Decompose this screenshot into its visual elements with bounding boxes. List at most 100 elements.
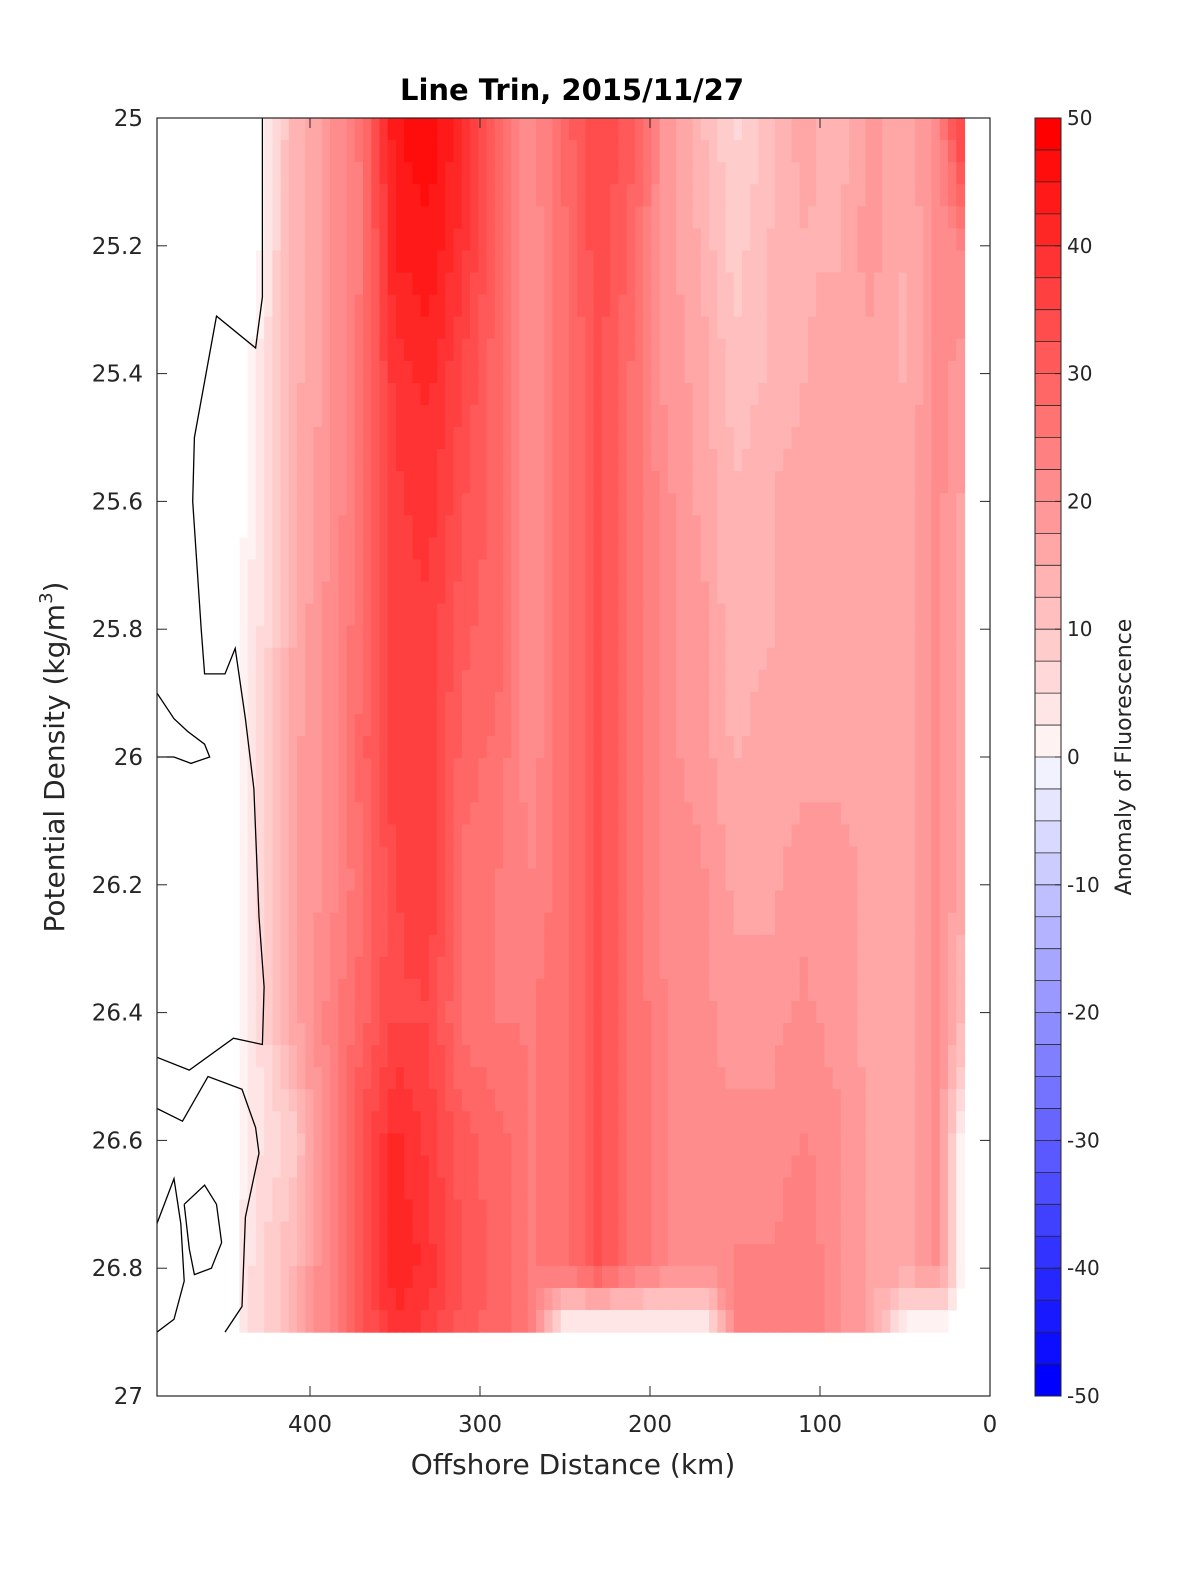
heatmap-cell xyxy=(264,647,273,671)
heatmap-cell xyxy=(503,846,512,870)
heatmap-cell xyxy=(568,1089,578,1112)
heatmap-cell xyxy=(428,978,438,1002)
heatmap-cell xyxy=(923,537,933,561)
heatmap-cell xyxy=(717,625,727,649)
heatmap-cell xyxy=(445,184,455,207)
heatmap-cell xyxy=(667,316,677,340)
heatmap-cell xyxy=(404,846,414,870)
heatmap-cell xyxy=(445,934,455,958)
heatmap-cell xyxy=(494,493,504,516)
heatmap-cell xyxy=(297,1067,306,1090)
heatmap-cell xyxy=(758,515,768,539)
heatmap-cell xyxy=(750,471,760,494)
heatmap-cell xyxy=(931,206,941,229)
heatmap-cell xyxy=(486,1111,496,1135)
heatmap-cell xyxy=(948,603,957,627)
heatmap-cell xyxy=(321,1067,331,1090)
heatmap-cell xyxy=(931,250,941,274)
heatmap-cell xyxy=(503,1287,512,1311)
heatmap-cell xyxy=(618,1199,628,1223)
heatmap-cell xyxy=(939,1177,949,1201)
heatmap-cell xyxy=(552,956,562,980)
heatmap-cell xyxy=(915,1177,924,1201)
heatmap-cell xyxy=(461,294,471,318)
heatmap-cell xyxy=(692,1155,702,1179)
heatmap-cell xyxy=(552,272,562,296)
heatmap-cell xyxy=(288,868,298,892)
heatmap-cell xyxy=(840,868,850,892)
heatmap-cell xyxy=(371,559,381,583)
heatmap-cell xyxy=(832,1221,842,1245)
heatmap-cell xyxy=(857,250,867,274)
colorbar-band xyxy=(1035,309,1061,343)
heatmap-cell xyxy=(750,1045,760,1068)
heatmap-cell xyxy=(667,272,677,296)
heatmap-cell xyxy=(898,1199,908,1223)
heatmap-cell xyxy=(272,868,282,892)
heatmap-cell xyxy=(585,758,595,781)
heatmap-cell xyxy=(948,802,957,825)
heatmap-cell xyxy=(956,1023,966,1046)
heatmap-cell xyxy=(849,912,858,936)
heatmap-cell xyxy=(346,1000,356,1024)
heatmap-cell xyxy=(404,515,414,539)
heatmap-cell xyxy=(791,736,801,759)
heatmap-cell xyxy=(676,1265,685,1289)
heatmap-cell xyxy=(568,1221,578,1245)
heatmap-cell xyxy=(272,118,282,141)
heatmap-cell xyxy=(568,1199,578,1223)
heatmap-cell xyxy=(264,1199,273,1223)
heatmap-cell xyxy=(379,382,389,406)
heatmap-cell xyxy=(948,934,957,958)
heatmap-cell xyxy=(948,912,957,936)
heatmap-cell xyxy=(371,427,381,450)
heatmap-cell xyxy=(873,956,883,980)
heatmap-cell xyxy=(247,537,257,561)
heatmap-cell xyxy=(676,272,685,296)
heatmap-cell xyxy=(717,802,727,825)
heatmap-cell xyxy=(849,1221,858,1245)
heatmap-cell xyxy=(774,912,784,936)
heatmap-cell xyxy=(338,669,348,693)
heatmap-cell xyxy=(840,1310,850,1333)
heatmap-cell xyxy=(791,537,801,561)
heatmap-cell xyxy=(890,118,900,141)
heatmap-cell xyxy=(362,1199,372,1223)
heatmap-cell xyxy=(593,449,603,472)
heatmap-cell xyxy=(931,471,941,494)
heatmap-cell xyxy=(948,162,957,185)
heatmap-cell xyxy=(807,250,817,274)
heatmap-cell xyxy=(330,515,339,539)
heatmap-cell xyxy=(280,294,290,318)
heatmap-cell xyxy=(395,691,405,715)
heatmap-cell xyxy=(420,780,430,803)
heatmap-cell xyxy=(948,978,957,1002)
heatmap-cell xyxy=(321,515,331,539)
heatmap-cell xyxy=(346,1155,356,1179)
heatmap-cell xyxy=(453,382,463,406)
colorbar-band xyxy=(1035,757,1061,790)
heatmap-cell xyxy=(915,404,924,428)
heatmap-cell xyxy=(939,427,949,450)
heatmap-cell xyxy=(832,427,842,450)
heatmap-cell xyxy=(280,1310,290,1333)
heatmap-cell xyxy=(849,758,858,781)
heatmap-cell xyxy=(610,934,620,958)
heatmap-cell xyxy=(387,272,397,296)
heatmap-cell xyxy=(428,493,438,516)
heatmap-cell xyxy=(840,1023,850,1046)
heatmap-cell xyxy=(437,1177,446,1201)
heatmap-cell xyxy=(816,736,826,759)
heatmap-cell xyxy=(255,294,265,318)
heatmap-cell xyxy=(503,1155,512,1179)
heatmap-cell xyxy=(395,162,405,185)
heatmap-cell xyxy=(387,978,397,1002)
heatmap-cell xyxy=(816,206,826,229)
heatmap-cell xyxy=(923,162,933,185)
heatmap-cell xyxy=(659,824,669,848)
heatmap-cell xyxy=(577,272,587,296)
heatmap-cell xyxy=(527,912,537,936)
heatmap-cell xyxy=(824,118,834,141)
heatmap-cell xyxy=(470,1310,479,1333)
heatmap-cell xyxy=(503,1089,512,1112)
